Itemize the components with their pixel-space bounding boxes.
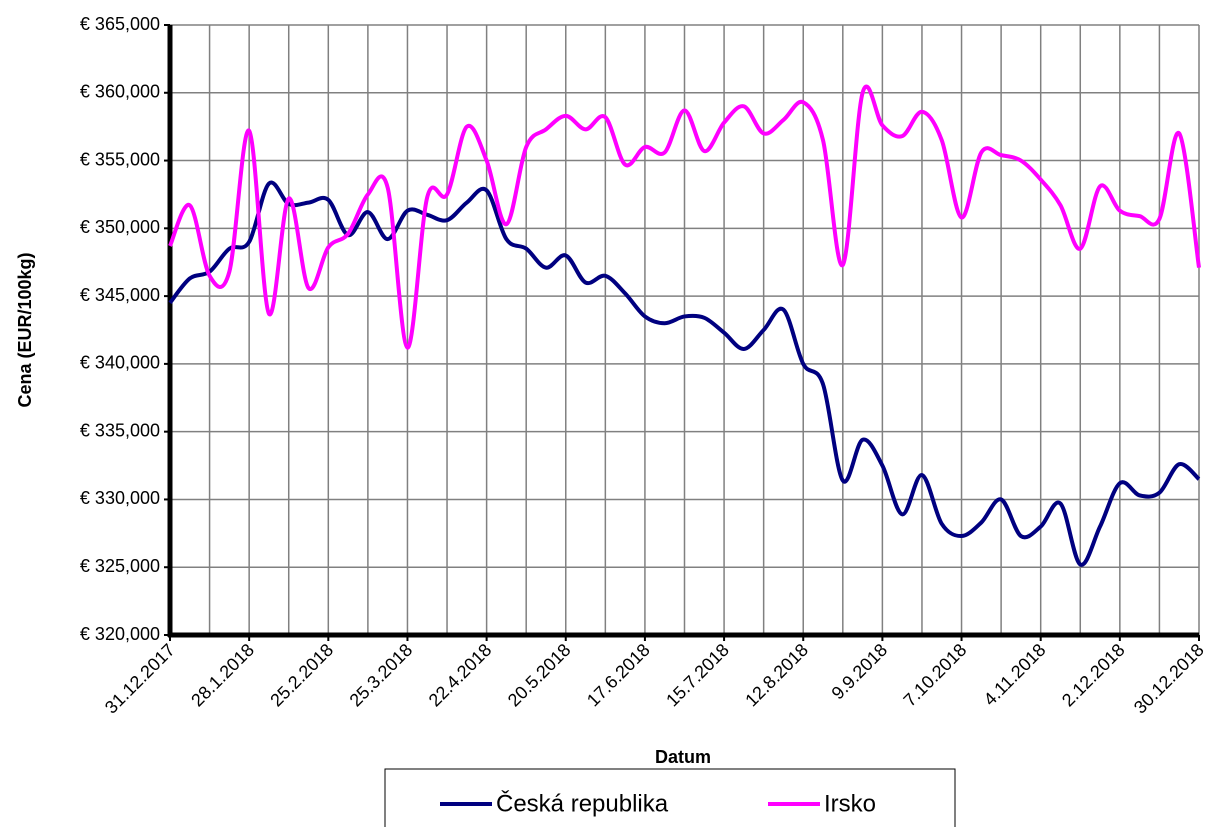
series-line [168,180,1201,567]
y-tick-label: € 365,000 [80,14,160,34]
legend-label: Česká republika [496,789,669,817]
y-tick-label: € 320,000 [80,624,160,644]
y-tick-label: € 360,000 [80,82,160,102]
x-tick-label: 12.8.2018 [741,640,812,711]
x-tick-label: 30.12.2018 [1130,640,1205,718]
x-tick-label: 22.4.2018 [425,640,496,711]
x-tick-label: 2.12.2018 [1058,640,1129,711]
x-tick-label: 4.11.2018 [980,640,1050,710]
x-tick-label: 25.3.2018 [346,640,417,711]
series-line [168,84,1201,350]
x-tick-label: 9.9.2018 [828,640,892,704]
x-tick-label: 25.2.2018 [266,640,337,711]
legend-label: Irsko [824,790,876,817]
x-tick-label: 17.6.2018 [583,640,654,711]
x-tick-label: 7.10.2018 [900,640,971,711]
y-tick-label: € 345,000 [80,285,160,305]
y-tick-label: € 335,000 [80,420,160,440]
y-tick-label: € 325,000 [80,556,160,576]
y-tick-label: € 350,000 [80,217,160,237]
y-tick-label: € 355,000 [80,149,160,169]
y-axis-title: Cena (EUR/100kg) [15,252,35,407]
x-axis-title: Datum [655,747,711,767]
x-tick-label: 15.7.2018 [662,640,733,711]
x-tick-label: 31.12.2017 [101,640,179,718]
legend-box [384,768,956,827]
y-tick-label: € 340,000 [80,353,160,373]
y-tick-label: € 330,000 [80,488,160,508]
x-tick-label: 20.5.2018 [504,640,575,711]
x-tick-label: 28.1.2018 [187,640,258,711]
